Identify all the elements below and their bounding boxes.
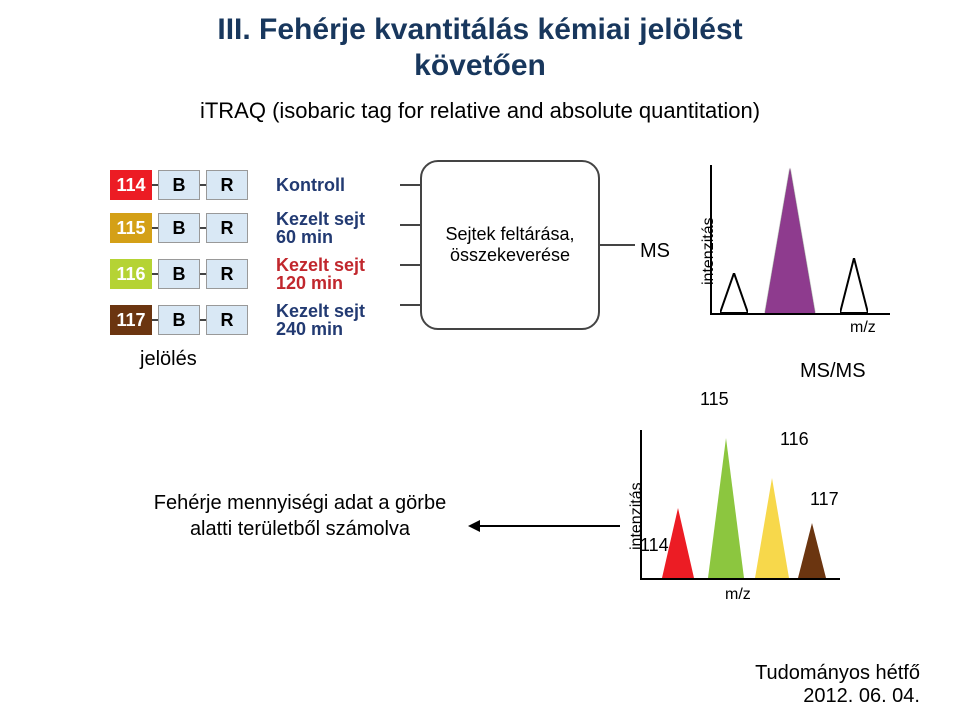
condition-label: Kezelt sejt 240 min xyxy=(276,302,386,338)
msms-label: MS/MS xyxy=(800,360,866,383)
title-line2: követően xyxy=(414,49,546,82)
footer: Tudományos hétfő 2012. 06. 04. xyxy=(755,662,920,708)
footer-line1: Tudományos hétfő xyxy=(755,662,920,684)
process-text: Sejtek feltárása, összekeverése xyxy=(432,224,588,266)
chart-peak xyxy=(755,478,789,578)
tag-b: B xyxy=(158,170,200,200)
peak-label: 115 xyxy=(700,389,729,410)
tag-b: B xyxy=(158,259,200,289)
condition-label: Kezelt sejt 120 min xyxy=(276,256,386,292)
chart-peak xyxy=(708,438,744,578)
axis-x xyxy=(710,313,890,315)
jeloles-label: jelölés xyxy=(140,348,197,371)
connector-line xyxy=(400,224,420,226)
page-title: III. Fehérje kvantitálás kémiai jelölést… xyxy=(0,0,960,84)
tag-number: 114 xyxy=(110,170,152,200)
connector-line xyxy=(400,264,420,266)
msms-chart: 114115116117intenzitásm/z xyxy=(640,430,840,580)
process-box: Sejtek feltárása, összekeverése xyxy=(420,160,600,330)
peak-label: 117 xyxy=(810,489,839,510)
axis-label-y: intenzitás xyxy=(700,217,718,285)
tag-r: R xyxy=(206,213,248,243)
connector-line xyxy=(400,184,420,186)
tag-b: B xyxy=(158,213,200,243)
chart-peak xyxy=(840,258,868,313)
arrow-left xyxy=(470,525,620,527)
tag-r: R xyxy=(206,305,248,335)
title-line1: III. Fehérje kvantitálás kémiai jelölést xyxy=(217,13,742,46)
condition-label: Kezelt sejt 60 min xyxy=(276,210,386,246)
tag-number: 116 xyxy=(110,259,152,289)
chart-peak xyxy=(765,168,815,313)
tag-r: R xyxy=(206,170,248,200)
box-to-ms-line xyxy=(600,244,635,246)
axis-label-x: m/z xyxy=(725,586,751,604)
footer-line2: 2012. 06. 04. xyxy=(803,685,920,707)
ms-label: MS xyxy=(640,240,670,263)
chart-peak xyxy=(720,273,748,313)
tag-number: 115 xyxy=(110,213,152,243)
diagram-area: 114BRKontroll115BRKezelt sejt 60 min116B… xyxy=(110,170,900,348)
axis-label-x: m/z xyxy=(850,319,876,337)
axis-x xyxy=(640,578,840,580)
quant-text: Fehérje mennyiségi adat a görbe alatti t… xyxy=(150,490,450,542)
peak-label: 116 xyxy=(780,429,809,450)
axis-label-y: intenzitás xyxy=(628,482,646,550)
chart-peak xyxy=(798,523,826,578)
connector-line xyxy=(400,304,420,306)
ms-chart: intenzitásm/z xyxy=(710,165,890,315)
condition-label: Kontroll xyxy=(276,176,386,194)
tag-b: B xyxy=(158,305,200,335)
subtitle: iTRAQ (isobaric tag for relative and abs… xyxy=(0,98,960,124)
tag-number: 117 xyxy=(110,305,152,335)
tag-r: R xyxy=(206,259,248,289)
